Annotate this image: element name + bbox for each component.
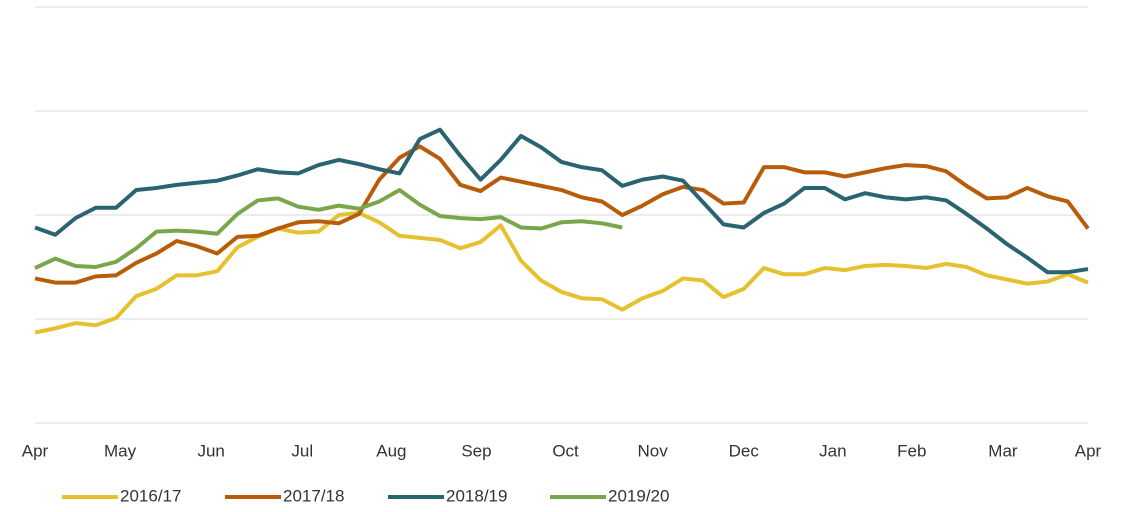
- x-tick-label: Jan: [819, 441, 846, 460]
- x-tick-label: Apr: [22, 441, 49, 460]
- x-tick-label: Oct: [552, 441, 579, 460]
- x-tick-label: Jun: [197, 441, 224, 460]
- series-line: [34, 144, 1090, 285]
- x-tick-label: Mar: [988, 441, 1018, 460]
- legend-label: 2019/20: [608, 486, 669, 505]
- x-tick-label: Jul: [291, 441, 313, 460]
- legend-label: 2016/17: [120, 486, 181, 505]
- x-tick-label: Feb: [897, 441, 926, 460]
- x-tick-label: Aug: [376, 441, 406, 460]
- x-tick-label: Sep: [461, 441, 491, 460]
- series-line: [34, 127, 1089, 275]
- series-line: [34, 188, 623, 270]
- series-line: [34, 210, 1089, 335]
- x-tick-label: May: [104, 441, 137, 460]
- legend-label: 2018/19: [446, 486, 507, 505]
- x-tick-label: Nov: [638, 441, 669, 460]
- x-tick-label: Apr: [1075, 441, 1102, 460]
- x-tick-label: Dec: [729, 441, 760, 460]
- legend-label: 2017/18: [283, 486, 344, 505]
